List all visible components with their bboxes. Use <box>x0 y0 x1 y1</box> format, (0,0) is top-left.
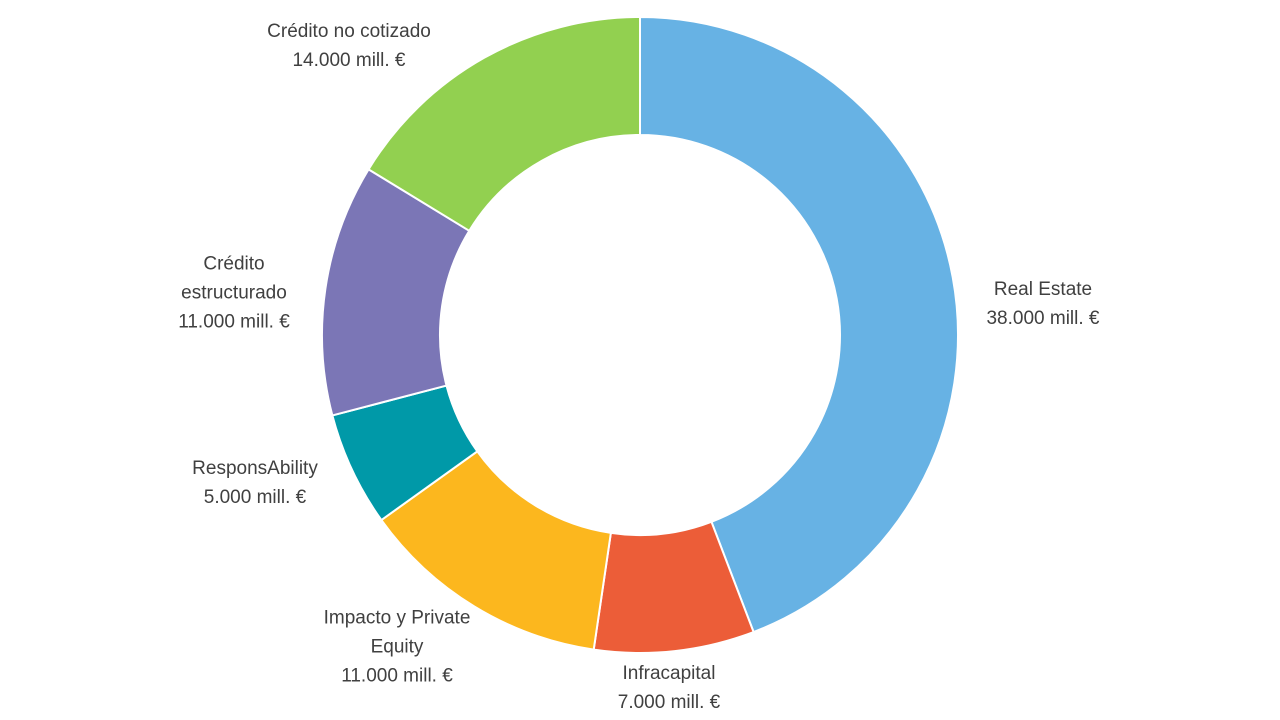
data-label-real-estate: Real Estate 38.000 mill. € <box>986 275 1099 333</box>
label-name-line: estructurado <box>181 282 287 304</box>
label-name-line: Crédito <box>203 253 265 275</box>
label-name-line: ResponsAbility <box>192 458 318 479</box>
data-label-credito-estructurado: Crédito estructurado 11.000 mill. € <box>178 250 290 337</box>
label-value: 5.000 mill. € <box>203 487 307 508</box>
label-name-line: Real Estate <box>993 279 1093 300</box>
label-name-line: Infracapital <box>622 663 716 684</box>
data-label-impacto-y-private-equity: Impacto y Private Equity 11.000 mill. € <box>324 604 471 691</box>
label-value: 11.000 mill. € <box>341 665 453 687</box>
label-value: 38.000 mill. € <box>986 308 1100 329</box>
label-value: 7.000 mill. € <box>617 692 721 713</box>
label-name-line: Impacto y Private <box>323 607 471 629</box>
label-name-line: Equity <box>370 636 424 658</box>
label-name-line: Crédito no cotizado <box>267 21 431 42</box>
data-label-credito-no-cotizado: Crédito no cotizado 14.000 mill. € <box>267 17 431 75</box>
slice-real-estate <box>639 15 959 634</box>
data-label-infracapital: Infracapital 7.000 mill. € <box>618 659 720 717</box>
data-label-responsability: ResponsAbility 5.000 mill. € <box>192 454 318 512</box>
label-value: 14.000 mill. € <box>292 50 406 71</box>
donut-slices <box>321 15 959 654</box>
slice-credito-no-cotizado <box>367 15 641 233</box>
label-value: 11.000 mill. € <box>178 311 290 333</box>
